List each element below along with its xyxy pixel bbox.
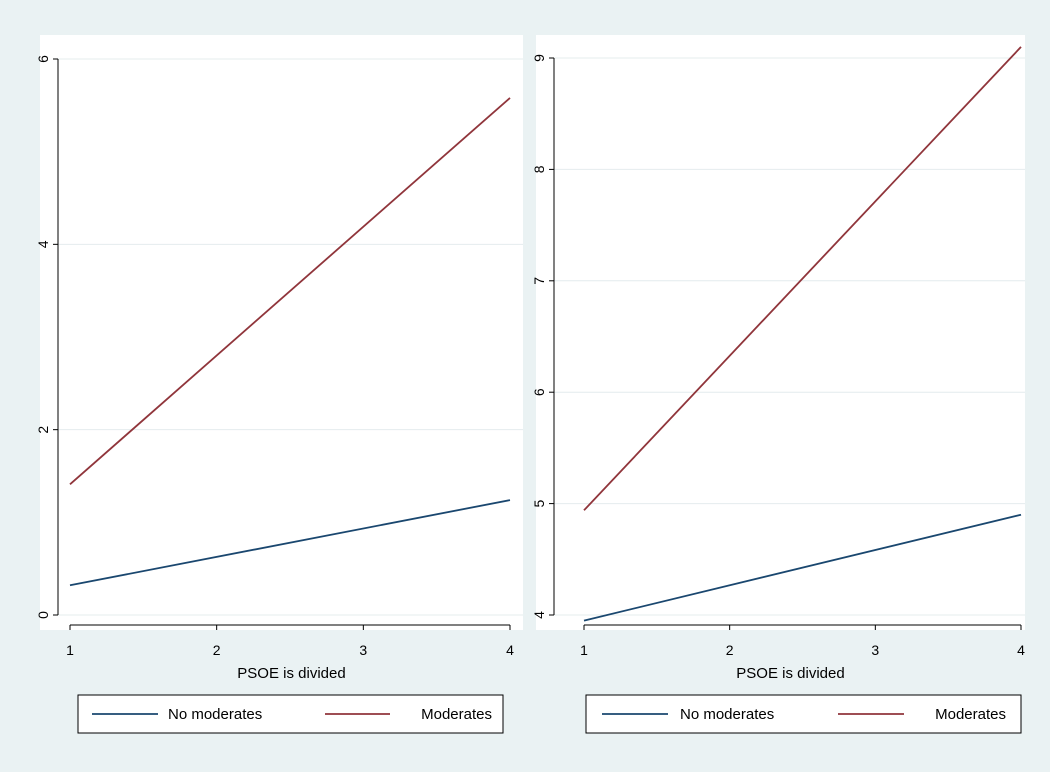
x-tick-label: 1 bbox=[580, 642, 588, 658]
y-tick-label: 7 bbox=[531, 277, 547, 285]
y-tick-label: 8 bbox=[531, 165, 547, 173]
legend-label-no-moderates: No moderates bbox=[168, 706, 262, 723]
chart-panel-1: 0 2 4 6 1 2 3 4 PSOE is divided No moderates Moder… bbox=[35, 35, 523, 734]
x-tick-label: 4 bbox=[506, 642, 514, 658]
x-tick-label: 1 bbox=[66, 642, 74, 658]
x-tick-label: 2 bbox=[726, 642, 734, 658]
legend-label-no-moderates: No moderates bbox=[680, 706, 774, 723]
series-line-no-moderates bbox=[69, 499, 511, 587]
y-tick-label: 6 bbox=[35, 55, 51, 63]
plot-area bbox=[40, 35, 523, 630]
y-tick-label: 5 bbox=[531, 499, 547, 507]
legend: No moderates Moderates bbox=[77, 694, 504, 734]
legend: No moderates Moderates bbox=[585, 694, 1022, 734]
x-tick-label: 3 bbox=[359, 642, 367, 658]
y-tick-label: 6 bbox=[531, 388, 547, 396]
series-line-moderates bbox=[583, 46, 1022, 511]
legend-label-moderates: Moderates bbox=[421, 706, 492, 723]
plot-area bbox=[536, 35, 1025, 630]
x-tick-label: 2 bbox=[213, 642, 221, 658]
y-tick-label: 9 bbox=[531, 54, 547, 62]
legend-label-moderates: Moderates bbox=[935, 706, 1006, 723]
x-axis-title: PSOE is divided bbox=[237, 665, 345, 682]
x-axis-title: PSOE is divided bbox=[736, 665, 844, 682]
y-tick-label: 0 bbox=[35, 611, 51, 619]
series-line-no-moderates bbox=[583, 513, 1022, 622]
y-tick-label: 4 bbox=[531, 611, 547, 619]
series-line-moderates bbox=[69, 97, 511, 485]
x-tick-label: 3 bbox=[871, 642, 879, 658]
y-tick-label: 4 bbox=[35, 240, 51, 248]
chart-panel-2: 4 5 6 7 8 9 1 2 3 4 PSOE is divided No moderates Mod… bbox=[531, 35, 1025, 734]
y-tick-label: 2 bbox=[35, 426, 51, 434]
x-tick-label: 4 bbox=[1017, 642, 1025, 658]
